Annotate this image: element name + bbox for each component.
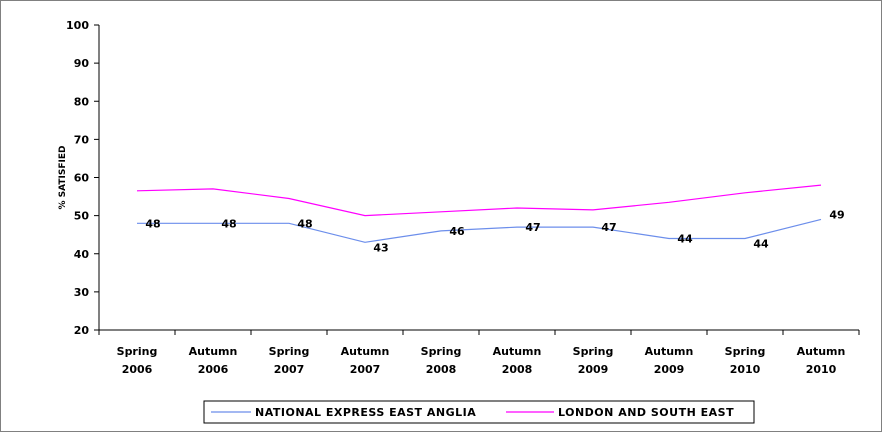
y-tick-label: 40 (74, 248, 90, 261)
y-tick-label: 70 (74, 133, 90, 146)
x-tick-label: Autumn (493, 345, 542, 358)
x-tick-label: Spring (573, 345, 614, 358)
series-lines (136, 184, 822, 243)
x-tick-label: Spring (421, 345, 462, 358)
x-tick-label: Spring (725, 345, 766, 358)
data-label: 48 (297, 217, 312, 230)
x-tick-label: 2006 (198, 363, 229, 376)
y-tick-label: 20 (74, 324, 90, 337)
x-tick-label: 2009 (578, 363, 609, 376)
x-tick-label: 2008 (502, 363, 533, 376)
y-tick-label: 80 (74, 95, 90, 108)
y-tick-label: 60 (74, 172, 90, 185)
data-label: 48 (145, 217, 160, 230)
x-tick-label: 2007 (350, 363, 381, 376)
data-label: 44 (753, 238, 769, 251)
legend-label-1: LONDON AND SOUTH EAST (558, 406, 734, 419)
x-tick-label: 2008 (426, 363, 457, 376)
x-tick-label: Autumn (645, 345, 694, 358)
x-tick-label: 2009 (654, 363, 685, 376)
y-axis-title: % SATISFIED (58, 146, 68, 210)
data-label: 44 (677, 233, 693, 246)
y-tick-label: 100 (66, 19, 89, 32)
legend-box (203, 400, 755, 424)
y-tick-label: 90 (74, 57, 90, 70)
data-label: 46 (449, 225, 465, 238)
series-line-0 (137, 218, 822, 243)
y-tick-label: 50 (74, 210, 90, 223)
x-tick-label: 2007 (274, 363, 305, 376)
x-tick-label: Autumn (341, 345, 390, 358)
data-label: 47 (601, 221, 616, 234)
x-tick-label: Spring (117, 345, 158, 358)
x-tick-label: Spring (269, 345, 310, 358)
axes: 20 30 40 50 60 70 80 90 100 Spring 2006 Autumn 2006 S… (58, 19, 860, 376)
data-label: 43 (373, 241, 388, 254)
x-tick-label: Autumn (797, 345, 846, 358)
series-line-1 (136, 184, 822, 217)
x-tick-label: 2006 (122, 363, 153, 376)
data-label: 47 (525, 221, 540, 234)
y-tick-label: 30 (74, 286, 90, 299)
x-tick-label: Autumn (189, 345, 238, 358)
legend: NATIONAL EXPRESS EAST ANGLIA LONDON AND S… (203, 400, 755, 424)
data-label: 49 (829, 208, 844, 221)
x-tick-label: 2010 (730, 363, 761, 376)
data-label: 48 (221, 217, 236, 230)
legend-label-0: NATIONAL EXPRESS EAST ANGLIA (255, 406, 476, 419)
data-labels: 48 48 48 43 46 47 47 44 44 49 (145, 208, 844, 254)
x-tick-label: 2010 (806, 363, 837, 376)
